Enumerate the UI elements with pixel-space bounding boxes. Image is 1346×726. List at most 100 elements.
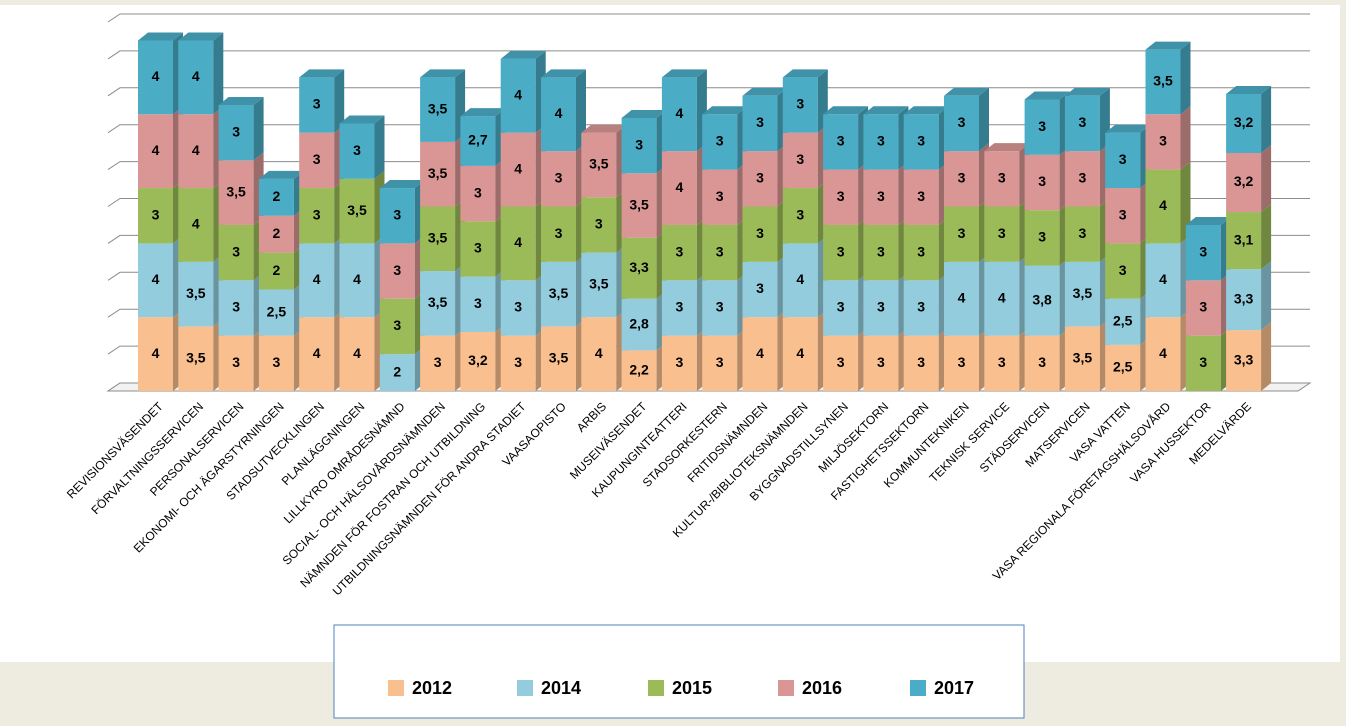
value-label: 3 [756, 170, 764, 186]
bar-top [218, 97, 264, 106]
bar-front [581, 197, 617, 253]
bar-segment [500, 272, 546, 336]
bar-top [1064, 87, 1110, 96]
value-label: 3 [877, 188, 885, 204]
bar-segment [1105, 180, 1151, 244]
value-label: 3 [716, 299, 724, 315]
value-label: 3 [917, 354, 925, 370]
bar-front [138, 188, 173, 244]
value-label: 3 [877, 243, 885, 259]
bar-front [702, 224, 738, 281]
value-label: 3 [232, 354, 240, 370]
bar-front [661, 77, 697, 152]
value-label: 3 [917, 133, 925, 149]
bar-segment [1064, 143, 1110, 207]
bar-segment [984, 198, 1030, 262]
legend-swatch [778, 680, 794, 696]
value-label: 3 [837, 299, 845, 315]
bar-top [258, 170, 304, 179]
bar-segment [339, 309, 385, 391]
bar-segment [1185, 272, 1231, 336]
value-label: 3 [555, 225, 563, 241]
value-label: 3 [917, 243, 925, 259]
bar-segment [500, 198, 546, 281]
value-label: 3 [756, 225, 764, 241]
value-label: 4 [676, 105, 684, 121]
bar-top [903, 106, 949, 115]
bar-front [178, 114, 214, 189]
bar-front [460, 331, 496, 391]
legend-box [333, 624, 1025, 719]
bar-segment [823, 106, 869, 170]
bar-segment [903, 327, 949, 391]
bar-segment [258, 244, 304, 290]
bar-segment [339, 235, 385, 318]
value-label: 3 [837, 188, 845, 204]
bar-segment [138, 106, 183, 189]
bar-segment [258, 327, 304, 391]
bar-segment [1145, 161, 1191, 244]
bar-front [500, 58, 536, 133]
value-label: 3 [1199, 243, 1207, 259]
bar-top [621, 109, 667, 118]
value-label: 3 [796, 96, 804, 112]
bar-front [541, 261, 576, 327]
bar-front [299, 132, 335, 189]
bar-front [1064, 326, 1100, 391]
bar-front [460, 165, 496, 222]
value-label: 3,5 [549, 285, 569, 301]
bar-segment [500, 124, 546, 207]
bar-front [742, 206, 778, 262]
value-label: 4 [1159, 345, 1167, 361]
value-label: 3 [958, 225, 966, 241]
bar-front [299, 317, 335, 391]
bar-segment [903, 272, 949, 336]
value-label: 2,8 [629, 315, 649, 331]
bar-segment [1024, 91, 1070, 155]
bar-segment [782, 235, 828, 318]
bar-segment [742, 198, 788, 262]
grid-line [107, 13, 1310, 23]
value-label: 3,5 [589, 276, 609, 292]
bar-segment [621, 229, 667, 299]
bar-front [944, 261, 979, 336]
bar-segment [218, 216, 264, 281]
bar-front [621, 350, 657, 391]
bar-front [339, 178, 375, 244]
value-label: 4 [152, 68, 160, 84]
bar-front [984, 335, 1020, 391]
bar-side [1261, 261, 1272, 331]
bar-front [782, 188, 818, 244]
bar-front [1185, 280, 1221, 336]
bar-front [1145, 49, 1181, 115]
bar-segment [742, 143, 788, 207]
bar-segment [178, 106, 224, 189]
bar-segment [823, 327, 869, 391]
bar-segment [823, 161, 869, 225]
legend-label: 2017 [934, 678, 974, 698]
bar-segment [1185, 216, 1231, 281]
value-label: 3 [1119, 262, 1127, 278]
bar-segment [178, 32, 224, 115]
bar-segment [621, 109, 667, 174]
legend-label: 2015 [672, 678, 712, 698]
bar-front [903, 114, 939, 170]
bar-front [178, 188, 214, 262]
bar-front [1145, 169, 1181, 244]
bar-segment [581, 309, 627, 391]
bar-segment [782, 124, 828, 189]
bar-front [944, 151, 979, 207]
bar-segment [460, 268, 506, 332]
bar-segment [299, 235, 345, 318]
bar-segment [1145, 309, 1191, 391]
bar-segment [742, 309, 788, 391]
bar-front [863, 224, 899, 281]
bar-segment [299, 180, 345, 244]
value-label: 3 [998, 354, 1006, 370]
bar-segment [702, 216, 748, 281]
bar-front [339, 123, 375, 179]
bar-front [863, 114, 899, 170]
bar-segment [379, 290, 425, 355]
bar-front [621, 117, 657, 174]
legend-label: 2016 [802, 678, 842, 698]
